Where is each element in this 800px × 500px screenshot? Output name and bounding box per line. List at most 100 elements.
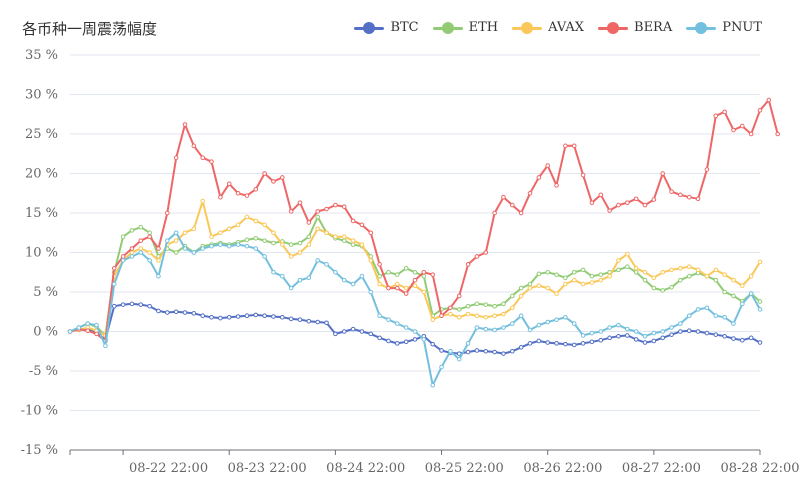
data-point-btc [554, 341, 559, 346]
data-point-btc [280, 314, 285, 320]
data-point-btc [430, 341, 435, 347]
data-point-eth [510, 293, 515, 299]
data-point-btc [129, 301, 135, 307]
data-point-bera [625, 200, 630, 206]
legend-swatch-dot [521, 21, 534, 34]
legend-item-btc[interactable]: BTC [354, 20, 419, 35]
data-point-avax [271, 230, 276, 236]
legend-item-avax[interactable]: AVAX [512, 20, 584, 35]
data-point-pnut [386, 317, 391, 322]
data-point-eth [660, 288, 665, 293]
y-tick-label: 30 % [25, 88, 58, 103]
data-point-bera [253, 187, 259, 192]
data-point-eth [147, 230, 152, 236]
data-point-pnut [200, 246, 205, 251]
data-point-bera [129, 246, 135, 251]
data-point-pnut [421, 337, 427, 342]
data-point-pnut [103, 343, 108, 349]
data-point-bera [306, 220, 312, 225]
data-point-btc [598, 337, 604, 343]
data-point-bera [341, 204, 347, 209]
data-point-eth [297, 240, 303, 246]
data-point-pnut [76, 325, 82, 330]
data-point-pnut [244, 243, 250, 249]
data-point-eth [244, 237, 250, 243]
data-point-eth [377, 273, 382, 279]
data-point-bera [191, 143, 197, 149]
data-point-avax [536, 283, 542, 288]
data-point-btc [341, 329, 347, 334]
data-point-pnut [439, 364, 444, 370]
data-point-pnut [589, 330, 595, 336]
data-point-pnut [492, 327, 497, 333]
data-point-pnut [748, 291, 754, 296]
data-point-pnut [350, 281, 356, 287]
data-point-bera [244, 193, 250, 198]
data-point-pnut [262, 254, 267, 259]
y-tick-label: 5 % [33, 285, 58, 300]
data-point-btc [138, 302, 144, 307]
data-point-avax [403, 285, 409, 291]
data-point-bera [395, 285, 400, 291]
data-point-bera [580, 172, 586, 178]
data-point-eth [731, 293, 736, 299]
data-point-pnut [695, 307, 701, 312]
data-point-btc [403, 339, 409, 345]
data-point-btc [731, 336, 736, 341]
data-point-pnut [271, 269, 276, 275]
legend-label: BTC [390, 20, 419, 35]
data-point-btc [607, 335, 612, 341]
data-point-pnut [651, 330, 657, 336]
data-point-bera [368, 230, 374, 236]
data-point-eth [722, 289, 727, 295]
data-point-btc [501, 351, 506, 356]
legend-item-pnut[interactable]: PNUT [686, 20, 762, 35]
data-point-avax [686, 264, 692, 270]
data-point-pnut [580, 333, 586, 338]
data-point-avax [580, 281, 586, 287]
data-point-bera [218, 194, 223, 200]
data-point-btc [545, 340, 550, 345]
data-point-btc [209, 314, 214, 320]
data-point-pnut [740, 301, 745, 307]
data-point-pnut [333, 269, 338, 275]
data-point-eth [474, 301, 480, 307]
data-point-avax [589, 280, 595, 285]
data-point-eth [395, 272, 400, 277]
legend-item-eth[interactable]: ETH [432, 20, 498, 35]
data-point-bera [554, 183, 559, 188]
data-point-btc [359, 329, 365, 334]
data-point-bera [280, 175, 285, 180]
legend-swatch-dot [363, 21, 376, 34]
data-point-btc [173, 309, 179, 315]
legend-item-bera[interactable]: BERA [598, 20, 672, 35]
data-point-bera [465, 262, 471, 267]
legend-swatch-icon [354, 21, 385, 34]
data-point-btc [386, 338, 391, 344]
data-point-btc [333, 331, 338, 337]
data-point-pnut [280, 273, 285, 279]
data-point-bera [616, 202, 621, 208]
data-point-btc [147, 303, 152, 309]
x-tick-label: 08-27 22:00 [622, 461, 701, 476]
data-point-pnut [678, 321, 683, 326]
data-point-eth [536, 271, 542, 277]
data-point-avax [315, 226, 320, 232]
data-point-pnut [403, 325, 409, 330]
data-point-bera [757, 108, 763, 113]
data-point-bera [412, 277, 418, 283]
data-point-pnut [607, 325, 612, 330]
data-point-bera [651, 197, 657, 202]
data-point-pnut [253, 246, 259, 251]
data-point-avax [253, 218, 259, 224]
data-point-btc [324, 320, 329, 326]
series-line-pnut [69, 231, 761, 387]
data-point-avax [518, 293, 524, 299]
data-point-pnut [448, 348, 453, 354]
data-point-eth [288, 242, 294, 247]
data-point-btc [288, 316, 294, 322]
x-tick-label: 08-26 22:00 [523, 461, 602, 476]
data-point-bera [607, 208, 612, 213]
data-point-avax [545, 285, 550, 291]
data-point-avax [262, 222, 267, 228]
